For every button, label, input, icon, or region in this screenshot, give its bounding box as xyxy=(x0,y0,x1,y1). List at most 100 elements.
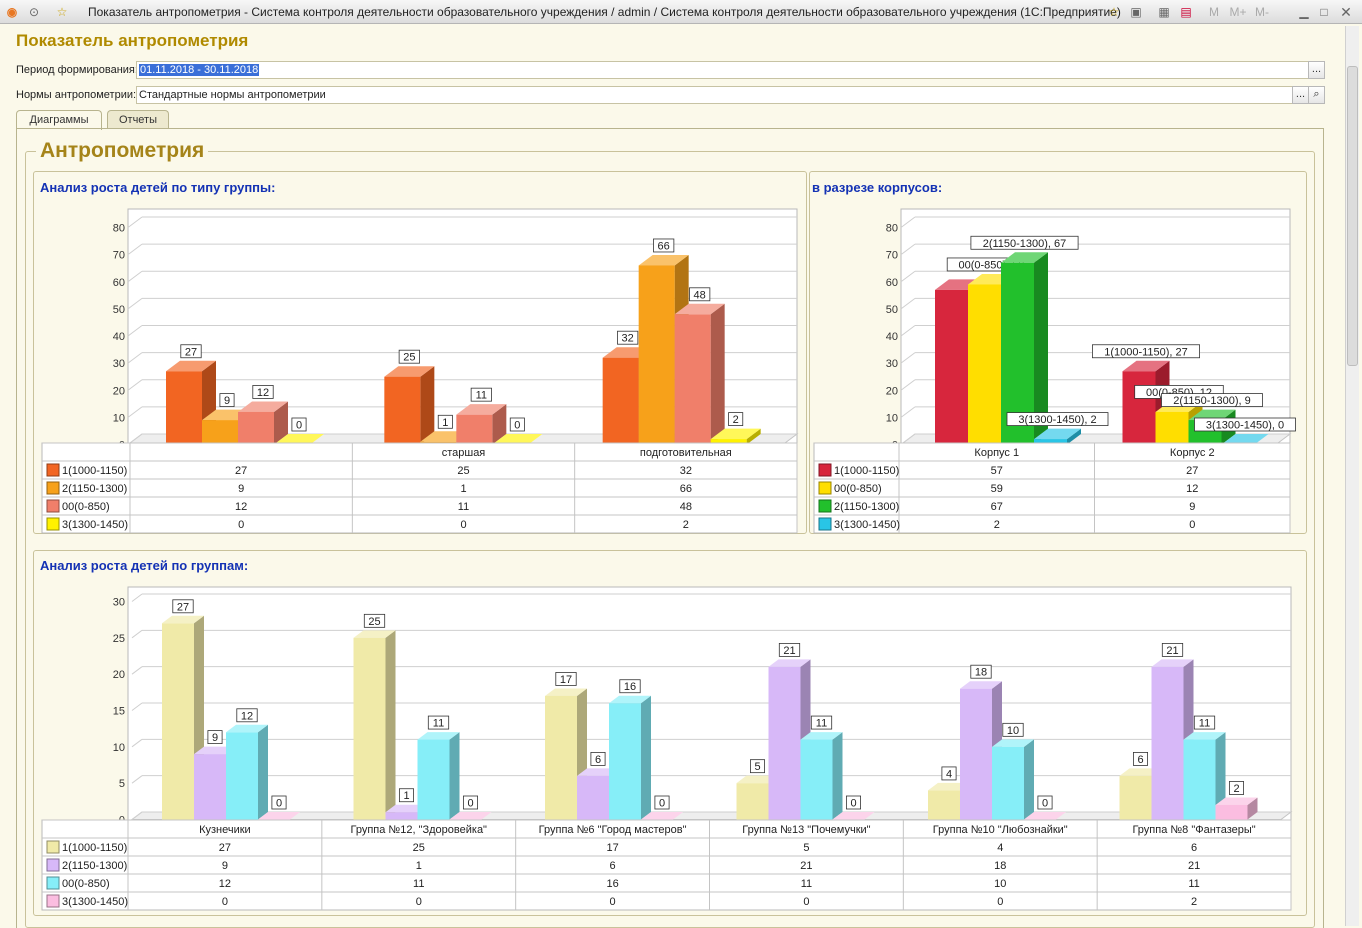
bar-side xyxy=(274,401,288,445)
data-label-box xyxy=(1092,344,1201,359)
gridline-side xyxy=(127,352,143,364)
m-minus-icon[interactable]: M- xyxy=(1255,5,1269,19)
bar-top xyxy=(768,659,811,667)
data-label: 27 xyxy=(177,601,189,613)
data-label-box xyxy=(437,414,453,429)
data-label-box xyxy=(509,417,525,432)
gridline-side xyxy=(900,243,916,256)
data-label: 3(1300-1450), 0 xyxy=(1206,420,1284,432)
bar-side xyxy=(420,366,435,445)
bar-top xyxy=(992,739,1034,747)
calculator-icon[interactable]: ▦ xyxy=(1158,5,1170,19)
data-label: 2 xyxy=(733,414,739,426)
data-label: 0 xyxy=(659,798,665,810)
gridline-side xyxy=(900,297,916,310)
dropdown-icon[interactable]: ⊙ xyxy=(28,5,40,19)
gridline-side xyxy=(900,325,916,337)
bar-top xyxy=(258,812,300,820)
y-tick-label: 30 xyxy=(113,358,125,370)
plot-area xyxy=(127,586,1292,823)
data-label: 3(1300-1450), 2 xyxy=(1018,414,1096,426)
legend-swatch xyxy=(818,517,832,531)
bar-top xyxy=(609,695,651,704)
legend-swatch xyxy=(46,858,60,872)
logo-1c-icon[interactable]: ◉ xyxy=(6,5,18,19)
data-label-box xyxy=(462,795,478,810)
y-tick-label: 60 xyxy=(886,277,898,289)
table-cell: 0 xyxy=(610,896,616,908)
data-label: 4 xyxy=(946,768,952,780)
bar-top xyxy=(641,812,683,820)
norms-label: Нормы антропометрии: xyxy=(16,89,137,101)
data-label: 11 xyxy=(433,718,444,730)
table-cell: 11 xyxy=(413,878,424,890)
bar-top xyxy=(674,303,725,315)
star-icon[interactable]: ☆ xyxy=(56,5,68,19)
scrollbar-thumb[interactable] xyxy=(1347,66,1358,366)
bar-top xyxy=(1215,797,1258,805)
data-label-box xyxy=(970,235,1079,250)
bar-top xyxy=(492,434,543,445)
period-input[interactable]: 01.11.2018 - 30.11.2018 xyxy=(136,61,1309,79)
bar-top xyxy=(545,688,587,696)
legend-label: 1(1000-1150) xyxy=(834,465,899,477)
bar-top xyxy=(1119,768,1162,776)
close-icon[interactable]: ✕ xyxy=(1340,4,1352,20)
bar-top xyxy=(1183,732,1226,740)
data-label: 0 xyxy=(1042,798,1048,810)
bar xyxy=(385,812,418,820)
legend-label: 1(1000-1150) xyxy=(62,465,127,477)
vertical-scrollbar[interactable] xyxy=(1345,26,1359,926)
gridline-side xyxy=(131,666,143,675)
table-cell: 6 xyxy=(1191,842,1197,854)
y-tick-label: 50 xyxy=(886,304,898,316)
period-value: 01.11.2018 - 30.11.2018 xyxy=(139,64,260,76)
table-cell: 66 xyxy=(680,483,692,495)
gridline-side xyxy=(127,325,143,337)
bar xyxy=(1215,804,1248,820)
m-plus-icon[interactable]: M+ xyxy=(1229,5,1247,19)
bar xyxy=(238,411,274,445)
period-select-button[interactable]: ... xyxy=(1308,61,1325,79)
legend-label: 3(1300-1450) xyxy=(62,896,128,908)
m-icon[interactable]: M xyxy=(1209,5,1219,19)
table-cell: 21 xyxy=(800,860,812,872)
bar-top xyxy=(832,812,875,820)
bar xyxy=(162,623,194,820)
gridline-side xyxy=(127,379,143,391)
norms-search-button[interactable]: ⌕ xyxy=(1308,86,1325,104)
data-label: 12 xyxy=(241,710,253,722)
gridline-side xyxy=(131,702,143,711)
category-label: подготовительная xyxy=(640,447,732,459)
data-label-box xyxy=(180,344,202,359)
table-cell: 2 xyxy=(994,519,1000,531)
bar xyxy=(968,284,1001,445)
data-label: 0 xyxy=(276,798,282,810)
maximize-icon[interactable]: □ xyxy=(1320,5,1328,19)
bar-top xyxy=(710,428,761,440)
minimize-icon[interactable]: ▁ xyxy=(1299,5,1309,19)
norms-input[interactable]: Стандартные нормы антропометрии xyxy=(136,86,1293,104)
data-label-box xyxy=(291,417,307,432)
table-cell: 17 xyxy=(606,842,618,854)
bar xyxy=(577,775,609,820)
calendar-icon[interactable]: ▤ xyxy=(1180,5,1192,19)
tab-reports[interactable]: Отчеты xyxy=(107,110,169,129)
data-label: 10 xyxy=(1007,725,1019,737)
table-cell: 12 xyxy=(235,501,247,513)
gridline-side xyxy=(131,629,143,639)
favorite-add-icon[interactable]: ▣ xyxy=(1130,5,1142,19)
bar xyxy=(545,695,577,820)
bar-top xyxy=(1024,812,1066,820)
chart-title-group-type: Анализ роста детей по типу группы: xyxy=(40,180,276,195)
data-label-box xyxy=(236,708,258,723)
tab-diagrams[interactable]: Диаграммы xyxy=(16,110,102,130)
favorites-icon[interactable]: ☆ xyxy=(1108,5,1120,19)
data-label: 25 xyxy=(368,616,380,628)
gridline-side xyxy=(900,270,916,283)
bar xyxy=(736,783,769,820)
y-tick-label: 40 xyxy=(886,331,898,343)
table-cell: 32 xyxy=(680,465,692,477)
data-label: 0 xyxy=(850,798,856,810)
y-tick-label: 80 xyxy=(113,223,125,235)
